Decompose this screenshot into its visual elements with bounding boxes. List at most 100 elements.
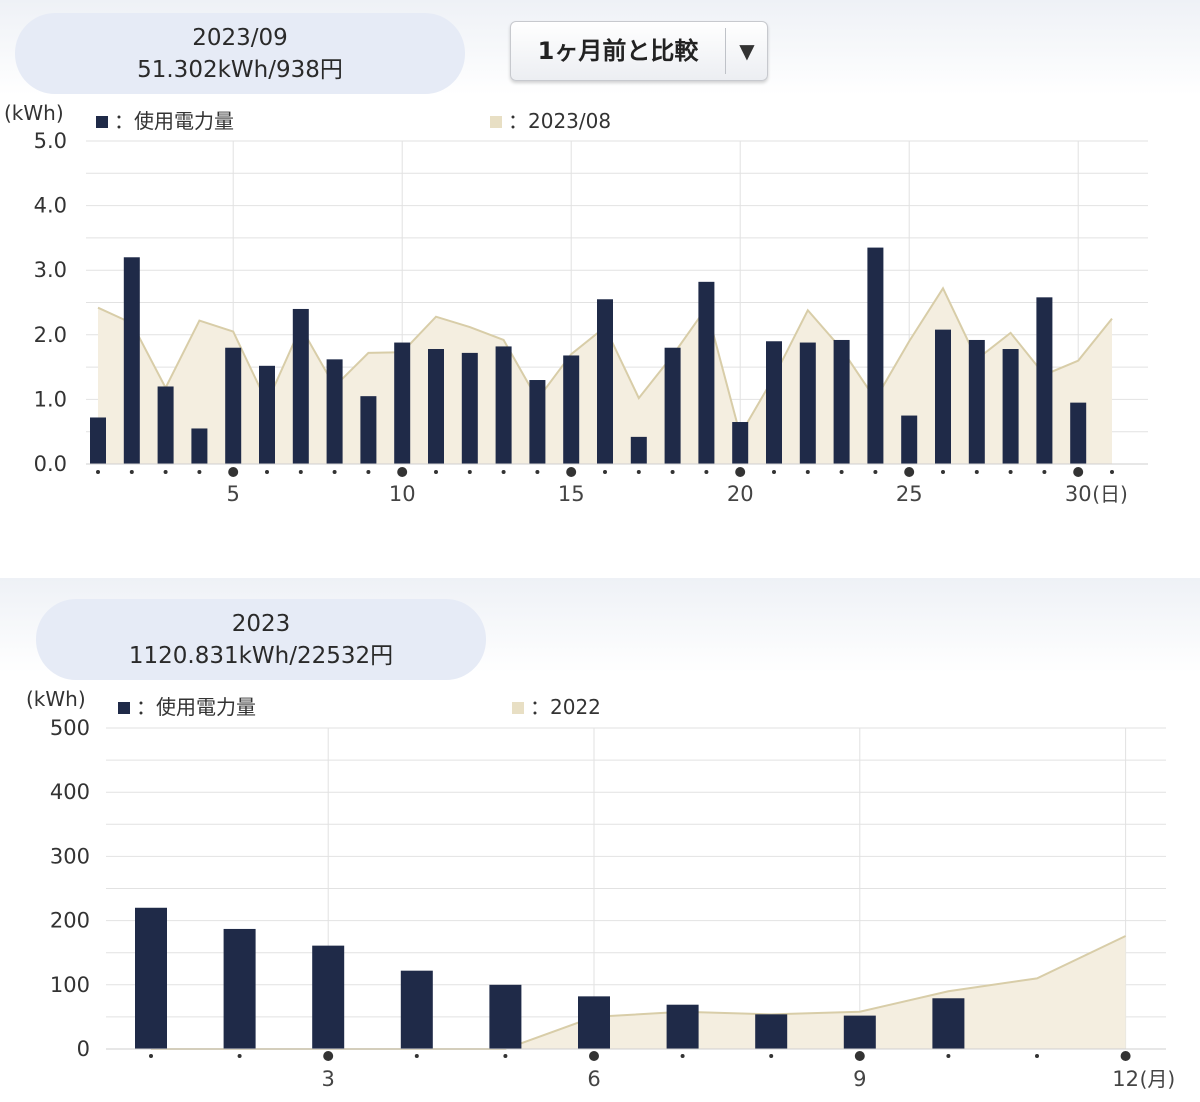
x-minor-dot <box>414 1054 419 1058</box>
usage-bar <box>223 928 256 1049</box>
x-minor-dot <box>197 470 202 474</box>
usage-bar <box>1002 349 1019 464</box>
x-tick-label: 15 <box>558 482 585 506</box>
daily-usage-chart: 0.0 1.0 2.0 3.0 4.0 5.0 (kWh) ：使用電力量 ：2023/08 5 10… <box>4 101 1148 506</box>
usage-bar <box>755 1014 788 1049</box>
compare-select-divider <box>725 28 726 74</box>
usage-bar <box>394 342 411 464</box>
compare-period-select[interactable]: 1ヶ月前と比較 ▼ <box>510 21 768 81</box>
x-minor-dot <box>129 470 134 474</box>
y-tick-label: 100 <box>50 973 90 997</box>
x-minor-dot <box>974 470 979 474</box>
x-axis-unit: (月) <box>1140 1067 1176 1091</box>
summary-usage-cost: 51.302kWh/938円 <box>137 57 343 83</box>
usage-bar <box>461 352 478 464</box>
x-tick-label: 10 <box>389 482 416 506</box>
usage-bar <box>833 339 850 464</box>
usage-bar <box>666 1004 699 1049</box>
x-minor-dot <box>772 470 776 474</box>
usage-bar <box>563 355 580 464</box>
usage-bar <box>630 436 647 464</box>
usage-bar <box>968 339 985 464</box>
legend-swatch <box>96 116 108 128</box>
usage-bar <box>135 907 167 1049</box>
x-major-dot <box>397 467 408 477</box>
usage-bar <box>292 308 309 464</box>
x-minor-dot <box>805 470 810 474</box>
x-minor-dot <box>434 470 438 474</box>
x-tick-label: 5 <box>227 482 240 506</box>
x-minor-dot <box>501 470 506 474</box>
y-tick-label: 3.0 <box>34 258 67 282</box>
x-minor-dot <box>237 1054 242 1058</box>
legend-label: ：使用電力量 <box>136 695 256 719</box>
x-major-dot <box>228 467 239 477</box>
usage-bar <box>698 281 715 464</box>
x-tick-label: 25 <box>896 482 923 506</box>
usage-bar <box>597 299 613 464</box>
usage-bar <box>1036 297 1053 464</box>
summary-usage-cost: 1120.831kWh/22532円 <box>128 643 394 669</box>
y-tick-label: 200 <box>50 909 90 933</box>
x-minor-dot <box>467 470 472 474</box>
x-tick-label: 6 <box>587 1067 600 1091</box>
x-minor-dot <box>265 470 269 474</box>
summary-period: 2023 <box>231 611 291 637</box>
usage-bar <box>259 365 275 464</box>
y-tick-label: 0.0 <box>34 452 67 476</box>
usage-bar <box>1070 402 1087 464</box>
x-minor-dot <box>680 1054 685 1058</box>
chevron-down-icon[interactable]: ▼ <box>739 39 755 63</box>
x-minor-dot <box>636 470 641 474</box>
x-tick-label: 30 <box>1065 482 1092 506</box>
usage-bar <box>326 359 343 464</box>
usage-bar <box>191 428 208 464</box>
legend-label: ：2022 <box>530 695 601 719</box>
y-axis-label: (kWh) <box>4 101 64 125</box>
usage-bar <box>428 349 444 464</box>
usage-bar <box>578 996 610 1049</box>
x-major-dot <box>1073 467 1084 477</box>
usage-bar <box>495 346 512 464</box>
usage-bar <box>901 415 918 464</box>
x-minor-dot <box>1008 470 1013 474</box>
x-minor-dot <box>839 470 844 474</box>
legend-label: ：使用電力量 <box>114 109 234 133</box>
usage-bar <box>529 380 546 464</box>
x-minor-dot <box>535 470 540 474</box>
monthly-panel: 2023/09 51.302kWh/938円 1ヶ月前と比較 ▼ 0.0 1.0 2… <box>0 0 1200 520</box>
usage-bar <box>157 386 174 464</box>
x-minor-dot <box>1110 470 1114 474</box>
x-minor-dot <box>873 470 878 474</box>
usage-bar <box>867 247 884 464</box>
x-major-dot <box>323 1051 334 1061</box>
yearly-summary: 2023 1120.831kWh/22532円 <box>36 599 486 680</box>
usage-bar <box>664 347 681 464</box>
usage-bar <box>935 329 951 464</box>
x-minor-dot <box>704 470 709 474</box>
x-major-dot <box>566 467 577 477</box>
monthly-usage-chart: 0 100 200 300 400 500 (kWh) ：使用電力量 ：2022 3 6 9 12 (月) <box>26 687 1176 1091</box>
x-minor-dot <box>941 470 945 474</box>
usage-bar <box>766 341 782 464</box>
legend-swatch <box>512 702 524 714</box>
x-tick-label: 12 <box>1112 1067 1139 1091</box>
x-major-dot <box>589 1051 599 1061</box>
usage-bar <box>799 342 816 464</box>
y-tick-label: 4.0 <box>34 194 67 218</box>
usage-bar <box>400 970 433 1049</box>
x-minor-dot <box>503 1054 508 1058</box>
y-tick-label: 300 <box>50 844 90 868</box>
x-major-dot <box>854 1051 865 1061</box>
x-major-dot <box>1120 1051 1131 1061</box>
summary-period: 2023/09 <box>192 25 288 51</box>
x-minor-dot <box>670 470 675 474</box>
x-minor-dot <box>769 1054 774 1058</box>
y-tick-label: 1.0 <box>34 387 67 411</box>
comparison-area <box>151 936 1126 1049</box>
yearly-panel: 2023 1120.831kWh/22532円 0 100 200 300 400 500… <box>0 578 1200 1102</box>
x-tick-label: 9 <box>853 1067 866 1091</box>
y-tick-label: 400 <box>50 780 90 804</box>
y-axis-label: (kWh) <box>26 687 86 711</box>
x-minor-dot <box>946 1054 951 1058</box>
